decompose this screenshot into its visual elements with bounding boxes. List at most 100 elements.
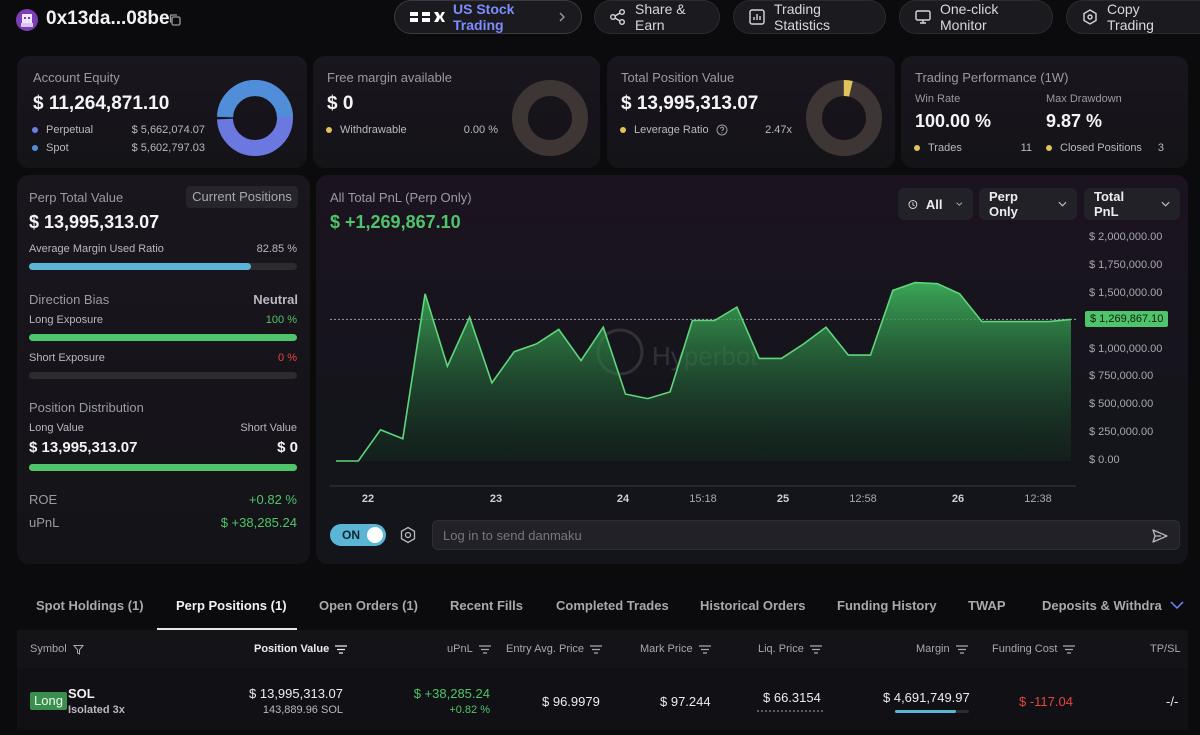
tab-deposits-withdrawals[interactable]: Deposits & Withdrav (1042, 598, 1162, 613)
max-drawdown-value: 9.87 % (1046, 111, 1103, 131)
leverage-dot (620, 127, 626, 134)
col-entry-price[interactable]: Entry Avg. Price (506, 643, 603, 655)
danmaku-toggle[interactable]: ON (330, 524, 386, 546)
x-tick-label: 22 (361, 493, 375, 505)
equity-donut-chart (217, 80, 293, 156)
col-tpsl: TP/SL (1150, 643, 1181, 655)
share-earn-label: Share & Earn (635, 1, 686, 33)
perp-panel: Perp Total Value Current Positions $ 13,… (17, 175, 310, 564)
liq-price-cell: $ 66.3154 (763, 690, 821, 705)
avatar[interactable] (16, 9, 38, 31)
col-position-value-label: Position Value (254, 643, 330, 655)
danmaku-input[interactable]: Log in to send danmaku (432, 520, 1180, 550)
x-tick-label: 24 (616, 493, 630, 505)
us-stock-trading-label: US Stock Trading (453, 1, 515, 33)
trading-statistics-button[interactable]: Trading Statistics (733, 0, 886, 34)
y-tick-label: $ 1,500,000.00 (1089, 286, 1163, 299)
copy-icon[interactable] (168, 13, 182, 27)
roe-value: +0.82 % (248, 492, 297, 507)
send-icon[interactable] (1151, 527, 1169, 545)
leverage-donut-chart (806, 80, 882, 156)
chevron-down-icon (1058, 201, 1067, 207)
danmaku-toggle-label: ON (342, 528, 360, 542)
pnl-line (336, 281, 1072, 462)
tab-completed-trades[interactable]: Completed Trades (556, 598, 669, 613)
col-mark-price-label: Mark Price (640, 643, 693, 655)
sort-icon (590, 644, 603, 654)
chevron-down-icon (1161, 201, 1170, 207)
current-positions-button[interactable]: Current Positions (186, 186, 298, 208)
mark-price-cell: $ 97.244 (660, 694, 711, 709)
tab-recent-fills[interactable]: Recent Fills (450, 598, 523, 613)
copy-trading-button[interactable]: Copy Trading (1066, 0, 1200, 34)
avg-margin-label: Average Margin Used Ratio (29, 243, 164, 255)
trading-performance-card: Trading Performance (1W) Win Rate 100.00… (901, 56, 1188, 168)
short-value-amount: $ 0 (277, 439, 298, 456)
perp-total-label: Perp Total Value (29, 190, 124, 205)
col-upnl[interactable]: uPnL (447, 643, 491, 655)
col-margin[interactable]: Margin (916, 643, 968, 655)
margin-usage-bar (895, 710, 969, 713)
filter-icon[interactable] (72, 644, 84, 655)
metric-dropdown[interactable]: Total PnL (1084, 188, 1180, 220)
free-margin-value: $ 0 (327, 93, 354, 114)
col-symbol[interactable]: Symbol (30, 643, 84, 655)
margin-usage-fill (895, 710, 957, 713)
col-upnl-label: uPnL (447, 643, 473, 655)
help-icon[interactable] (716, 124, 728, 136)
tab-twap[interactable]: TWAP (968, 598, 1006, 613)
last-value-badge: $ 1,269,867.10 (1085, 311, 1169, 328)
us-stock-trading-button[interactable]: US Stock Trading (394, 0, 582, 34)
col-mark-price[interactable]: Mark Price (640, 643, 711, 655)
tab-spot-holdings[interactable]: Spot Holdings (1) (36, 598, 144, 613)
timeframe-label: All (925, 196, 943, 212)
free-margin-donut-chart (512, 80, 588, 156)
pnl-area-chart[interactable]: Hyperbot (316, 225, 1188, 505)
tab-historical-orders[interactable]: Historical Orders (700, 598, 806, 613)
upnl-value: $ +38,285.24 (220, 515, 297, 530)
chevron-down-icon[interactable] (1170, 600, 1184, 610)
col-position-value[interactable]: Position Value (254, 643, 348, 655)
long-exposure-value: 100 % (265, 314, 297, 326)
tab-funding-history[interactable]: Funding History (837, 598, 937, 613)
settings-icon[interactable] (399, 526, 417, 544)
margin-mode: Isolated 3x (68, 704, 125, 716)
col-symbol-label: Symbol (30, 643, 67, 655)
account-equity-label: Account Equity (33, 70, 120, 85)
closed-positions-label: Closed Positions (1060, 142, 1142, 154)
total-position-value: $ 13,995,313.07 (621, 93, 759, 114)
market-dropdown[interactable]: Perp Only (979, 188, 1077, 220)
col-margin-label: Margin (916, 643, 950, 655)
long-exposure-label: Long Exposure (29, 314, 103, 326)
col-liq-price[interactable]: Liq. Price (758, 643, 822, 655)
withdrawable-dot (326, 127, 332, 134)
position-distribution-bar (29, 464, 297, 471)
table-row[interactable]: Long SOL Isolated 3x $ 13,995,313.07 143… (17, 668, 1188, 730)
tab-open-orders[interactable]: Open Orders (1) (319, 598, 418, 613)
perpetual-row: Perpetual $ 5,662,074.07 (32, 124, 205, 136)
sort-icon (698, 644, 711, 654)
y-tick-label: $ 500,000.00 (1089, 398, 1154, 411)
y-tick-label: $ 250,000.00 (1089, 426, 1154, 439)
trades-dot (914, 145, 920, 152)
long-exposure-bar (29, 334, 297, 341)
roe-label: ROE (29, 492, 58, 507)
trading-statistics-label: Trading Statistics (774, 1, 831, 33)
col-funding-cost[interactable]: Funding Cost (992, 643, 1076, 655)
tab-perp-positions[interactable]: Perp Positions (1) (176, 598, 287, 613)
account-equity-card: Account Equity $ 11,264,871.10 Perpetual… (17, 56, 307, 168)
one-click-monitor-button[interactable]: One-click Monitor (899, 0, 1053, 34)
timeframe-dropdown[interactable]: All (898, 188, 973, 220)
closed-positions-value: 3 (1157, 142, 1164, 154)
positions-table-header-bg (17, 630, 1188, 668)
tpsl-cell[interactable]: -/- (1166, 694, 1179, 709)
sort-icon (335, 644, 348, 654)
x-tick-label: 23 (489, 493, 503, 505)
win-rate-label: Win Rate (915, 93, 961, 105)
sort-icon (1063, 644, 1076, 654)
spot-value: $ 5,602,797.03 (131, 142, 205, 154)
side-badge: Long (30, 692, 67, 710)
symbol-name[interactable]: SOL (68, 686, 95, 701)
y-tick-label: $ 1,750,000.00 (1089, 258, 1163, 271)
share-earn-button[interactable]: Share & Earn (594, 0, 720, 34)
